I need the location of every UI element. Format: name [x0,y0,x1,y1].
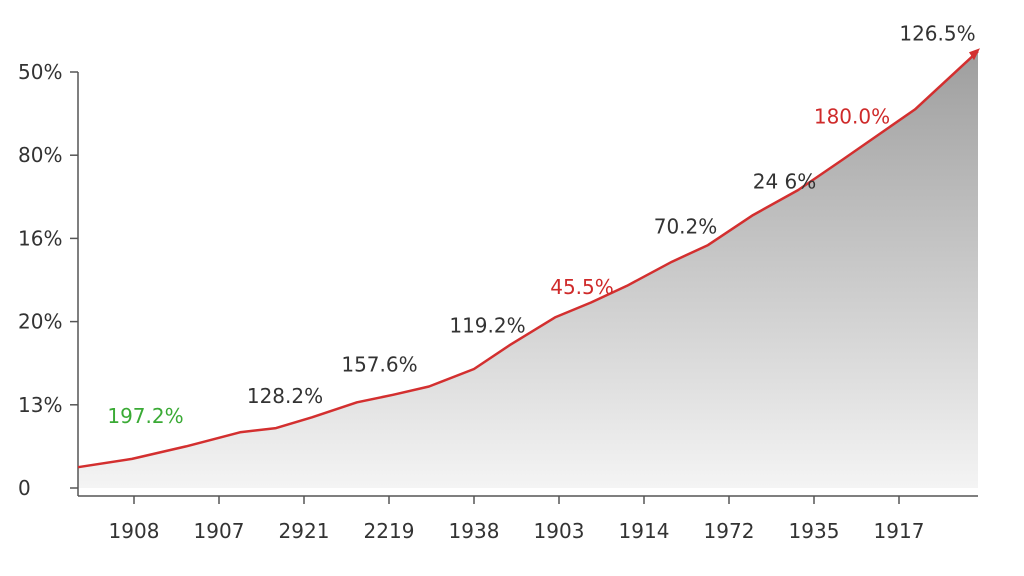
data-label: 128.2% [247,384,323,408]
x-tick-label: 1907 [194,519,245,543]
x-tick-label: 1938 [449,519,500,543]
x-tick-label: 1917 [874,519,925,543]
y-tick-label: 16% [18,226,62,250]
x-tick-label: 1914 [619,519,670,543]
line-end-arrow [969,48,980,61]
y-tick-label: 20% [18,310,62,334]
x-tick-label: 1908 [109,519,160,543]
data-label: 45.5% [550,275,614,299]
x-tick-label: 2219 [364,519,415,543]
data-label: 119.2% [449,313,525,337]
data-label: 197.2% [107,404,183,428]
series-line [77,50,979,469]
data-label: 157.6% [341,353,417,377]
y-tick-label: 13% [18,393,62,417]
data-label: 24 6% [753,169,817,193]
series-area [78,51,978,488]
x-tick-label: 1935 [789,519,840,543]
x-tick-label: 2921 [279,519,330,543]
data-label: 180.0% [814,105,890,129]
y-tick-label: 0 [18,476,31,500]
y-tick-label: 50% [18,60,62,84]
x-tick-label: 1972 [704,519,755,543]
data-label: 70.2% [654,214,718,238]
y-tick-label: 80% [18,143,62,167]
data-label: 126.5% [899,21,975,45]
x-tick-label: 1903 [534,519,585,543]
